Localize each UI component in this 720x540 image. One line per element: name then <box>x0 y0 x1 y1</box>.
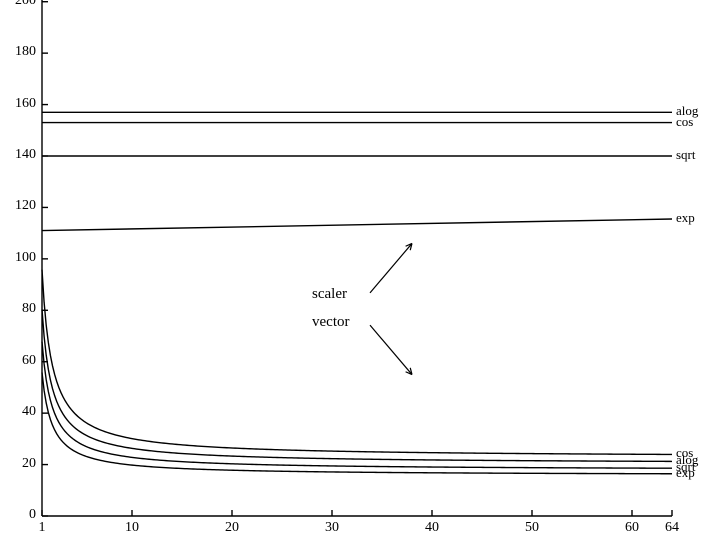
vector-label-exp: exp <box>676 465 695 481</box>
y-tick-label: 80 <box>22 301 36 317</box>
scalar-label-exp: exp <box>676 210 695 226</box>
y-tick-label: 180 <box>15 44 36 60</box>
y-tick-label: 200 <box>15 0 36 9</box>
vector-curve-cos <box>42 270 672 455</box>
y-tick-label: 0 <box>29 507 36 523</box>
y-tick-label: 140 <box>15 147 36 163</box>
x-tick-label: 50 <box>525 520 539 536</box>
scalar-label-sqrt: sqrt <box>676 147 696 163</box>
annotation-vector: vector <box>312 314 349 331</box>
x-tick-label: 20 <box>225 520 239 536</box>
x-tick-label: 10 <box>125 520 139 536</box>
y-tick-label: 60 <box>22 353 36 369</box>
x-tick-label: 60 <box>625 520 639 536</box>
x-tick-label: 30 <box>325 520 339 536</box>
y-tick-label: 100 <box>15 250 36 266</box>
vector-curve-alog <box>42 310 672 462</box>
performance-chart: 0204060801001201401601802001102030405060… <box>0 0 720 540</box>
y-tick-label: 120 <box>15 198 36 214</box>
scalar-label-cos: cos <box>676 114 693 130</box>
scalar-line-exp <box>42 219 672 231</box>
chart-svg <box>0 0 720 540</box>
x-tick-label: 1 <box>39 520 46 536</box>
y-tick-label: 20 <box>22 456 36 472</box>
y-tick-label: 40 <box>22 404 36 420</box>
annotation-arrow-line <box>370 325 412 374</box>
y-tick-label: 160 <box>15 96 36 112</box>
annotation-scaler: scaler <box>312 286 347 303</box>
x-tick-label: 40 <box>425 520 439 536</box>
annotation-arrow-line <box>370 243 412 292</box>
x-tick-label: 64 <box>665 520 679 536</box>
